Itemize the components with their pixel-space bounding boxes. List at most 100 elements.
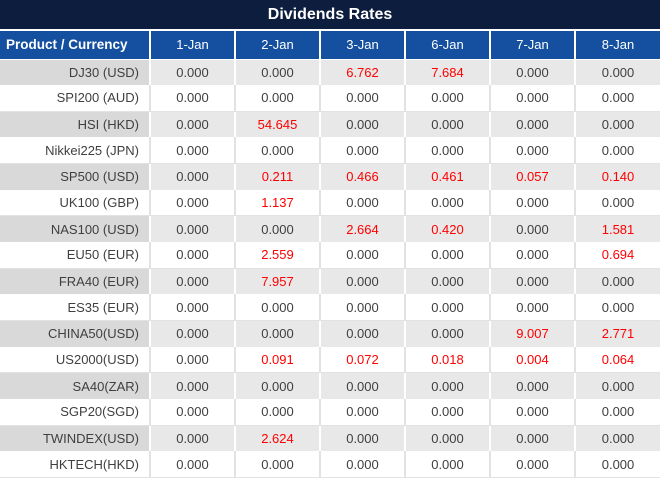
table-row: SA40(ZAR) 0.000 0.000 0.000 0.000 0.000 0.000	[0, 372, 660, 400]
dividend-value-cell: 0.064	[575, 346, 660, 374]
dividend-value-cell: 0.000	[575, 399, 660, 426]
table-row: HKTECH(HKD) 0.000 0.000 0.000 0.000 0.000 0.00…	[0, 451, 660, 478]
dividend-value-cell: 0.000	[235, 59, 321, 86]
dividend-value-cell: 0.018	[405, 346, 491, 374]
dividend-value-cell: 0.000	[490, 451, 576, 478]
dividend-value-cell: 0.000	[320, 320, 406, 347]
dividend-value-cell: 2.771	[575, 320, 660, 347]
dividend-value-cell: 0.466	[320, 163, 406, 190]
product-currency-label: DJ30 (USD)	[0, 59, 151, 86]
dividend-value-cell: 0.000	[405, 189, 491, 217]
dividend-value-cell: 0.000	[150, 425, 236, 452]
dividend-value-cell: 0.000	[235, 137, 321, 165]
dividend-value-cell: 0.000	[150, 189, 236, 217]
product-currency-label: CHINA50(USD)	[0, 320, 151, 347]
dividend-value-cell: 0.000	[235, 320, 321, 347]
table-row: TWINDEX(USD) 0.000 2.624 0.000 0.000 0.000 0.0…	[0, 425, 660, 452]
dividend-value-cell: 0.000	[150, 346, 236, 374]
table-row: UK100 (GBP) 0.000 1.137 0.000 0.000 0.000 0.00…	[0, 189, 660, 217]
dividend-value-cell: 0.000	[405, 399, 491, 426]
dividend-value-cell: 0.000	[490, 372, 576, 400]
product-currency-label: Nikkei225 (JPN)	[0, 137, 151, 165]
dividend-value-cell: 0.000	[150, 163, 236, 190]
dividend-value-cell: 0.000	[150, 111, 236, 138]
dividend-value-cell: 0.461	[405, 163, 491, 190]
dividend-value-cell: 0.000	[235, 294, 321, 322]
table-row: US2000(USD) 0.000 0.091 0.072 0.018 0.004 0.06…	[0, 346, 660, 374]
dividend-value-cell: 1.581	[575, 215, 660, 243]
dividend-value-cell: 0.000	[320, 372, 406, 400]
dividend-value-cell: 0.000	[490, 268, 576, 295]
dividend-value-cell: 0.000	[150, 399, 236, 426]
dividend-value-cell: 0.000	[150, 294, 236, 322]
dividend-value-cell: 0.000	[150, 451, 236, 478]
dividend-value-cell: 0.000	[490, 59, 576, 86]
dividend-value-cell: 0.000	[235, 215, 321, 243]
dividend-value-cell: 0.000	[575, 137, 660, 165]
product-currency-label: EU50 (EUR)	[0, 242, 151, 269]
product-currency-label: US2000(USD)	[0, 346, 151, 374]
table-row: SPI200 (AUD) 0.000 0.000 0.000 0.000 0.000 0.0…	[0, 85, 660, 112]
dividend-value-cell: 0.004	[490, 346, 576, 374]
dividend-value-cell: 2.624	[235, 425, 321, 452]
dividend-value-cell: 2.559	[235, 242, 321, 269]
dividend-value-cell: 0.000	[235, 451, 321, 478]
dividend-value-cell: 0.694	[575, 242, 660, 269]
dividend-value-cell: 0.000	[150, 242, 236, 269]
dividend-value-cell: 0.000	[405, 85, 491, 112]
dividend-value-cell: 0.000	[320, 189, 406, 217]
product-currency-label: ES35 (EUR)	[0, 294, 151, 322]
dividend-value-cell: 0.000	[405, 294, 491, 322]
dividend-value-cell: 0.211	[235, 163, 321, 190]
dividend-value-cell: 0.000	[150, 268, 236, 295]
dividend-value-cell: 0.000	[490, 242, 576, 269]
product-currency-label: HKTECH(HKD)	[0, 451, 151, 478]
dividend-value-cell: 1.137	[235, 189, 321, 217]
dividend-value-cell: 0.000	[575, 372, 660, 400]
product-currency-label: SPI200 (AUD)	[0, 85, 151, 112]
product-currency-label: SGP20(SGD)	[0, 399, 151, 426]
product-currency-label: TWINDEX(USD)	[0, 425, 151, 452]
dividend-value-cell: 0.000	[490, 85, 576, 112]
dividend-value-cell: 0.000	[320, 85, 406, 112]
table-row: Nikkei225 (JPN) 0.000 0.000 0.000 0.000 0.000…	[0, 137, 660, 165]
dividend-value-cell: 0.000	[575, 451, 660, 478]
product-currency-label: FRA40 (EUR)	[0, 268, 151, 295]
product-currency-label: SA40(ZAR)	[0, 372, 151, 400]
dividend-value-cell: 0.000	[320, 137, 406, 165]
dividend-value-cell: 0.000	[150, 137, 236, 165]
table-row: CHINA50(USD) 0.000 0.000 0.000 0.000 9.007 2.7…	[0, 320, 660, 347]
table-row: DJ30 (USD) 0.000 0.000 6.762 7.684 0.000 0.000	[0, 59, 660, 86]
dividend-value-cell: 7.684	[405, 59, 491, 86]
table-row: FRA40 (EUR) 0.000 7.957 0.000 0.000 0.000 0.00…	[0, 268, 660, 295]
dividend-value-cell: 0.000	[575, 425, 660, 452]
dividend-value-cell: 0.000	[575, 294, 660, 322]
dividend-value-cell: 0.000	[490, 399, 576, 426]
column-header-product-currency: Product / Currency	[0, 30, 151, 60]
dividend-value-cell: 0.000	[320, 425, 406, 452]
table-row: SGP20(SGD) 0.000 0.000 0.000 0.000 0.000 0.000	[0, 399, 660, 426]
dividend-value-cell: 0.000	[490, 111, 576, 138]
column-header-7-jan: 7-Jan	[490, 30, 576, 60]
product-currency-label: UK100 (GBP)	[0, 189, 151, 217]
dividend-value-cell: 0.072	[320, 346, 406, 374]
table-row: ES35 (EUR) 0.000 0.000 0.000 0.000 0.000 0.000	[0, 294, 660, 322]
product-currency-label: HSI (HKD)	[0, 111, 151, 138]
dividend-value-cell: 0.000	[490, 294, 576, 322]
dividend-value-cell: 0.000	[405, 425, 491, 452]
dividend-value-cell: 0.000	[490, 137, 576, 165]
dividend-value-cell: 0.000	[405, 137, 491, 165]
table-row: EU50 (EUR) 0.000 2.559 0.000 0.000 0.000 0.694	[0, 242, 660, 269]
dividend-value-cell: 0.000	[150, 372, 236, 400]
dividend-value-cell: 0.000	[405, 320, 491, 347]
dividend-value-cell: 0.000	[235, 399, 321, 426]
product-currency-label: SP500 (USD)	[0, 163, 151, 190]
dividend-value-cell: 0.000	[320, 294, 406, 322]
dividend-value-cell: 0.000	[235, 372, 321, 400]
dividend-value-cell: 0.000	[490, 425, 576, 452]
page-title: Dividends Rates	[0, 0, 660, 31]
column-header-row: Product / Currency 1-Jan 2-Jan 3-Jan 6-J…	[0, 30, 660, 60]
